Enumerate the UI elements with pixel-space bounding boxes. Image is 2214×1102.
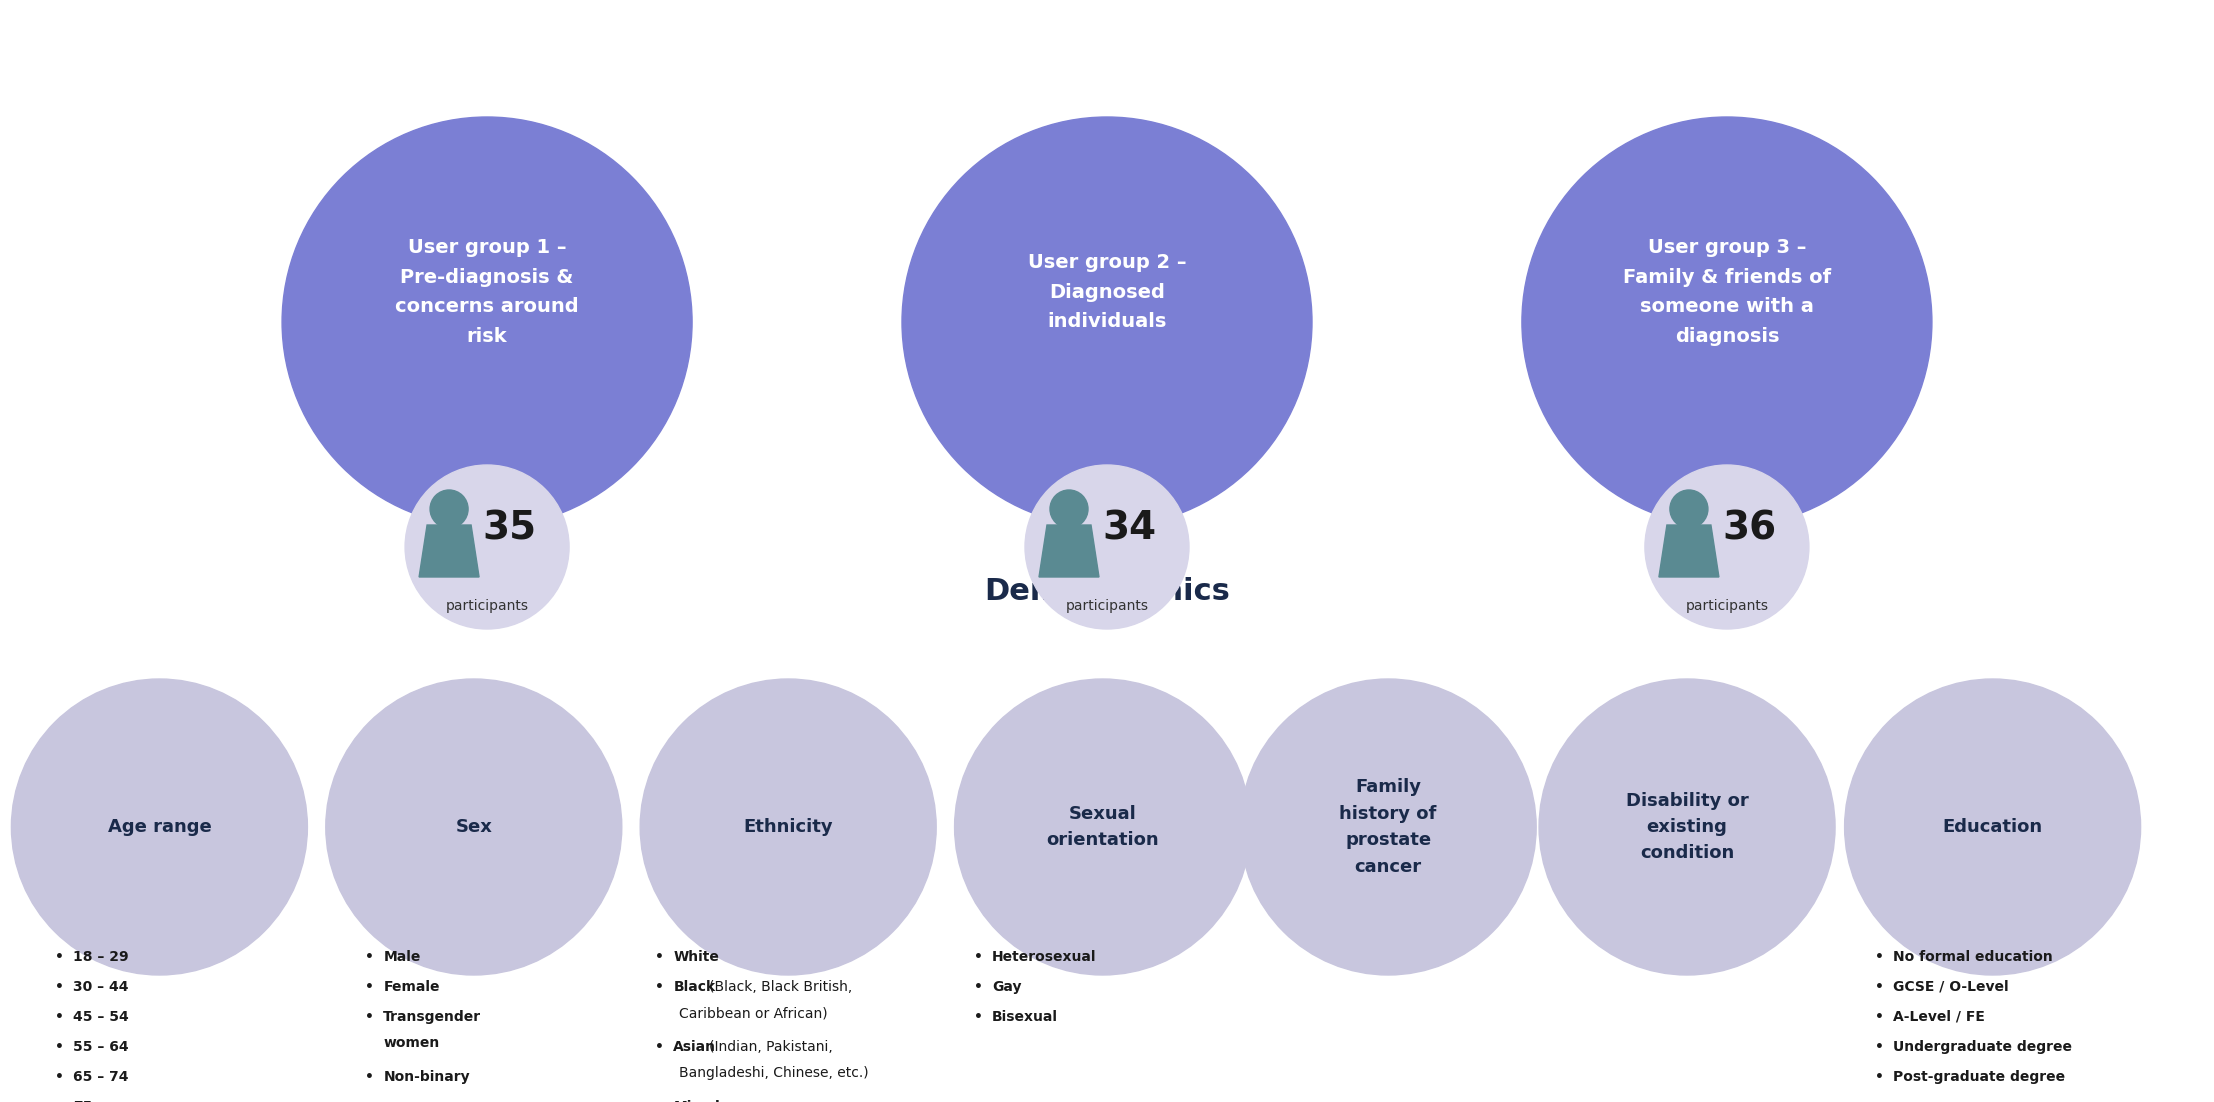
Text: •: •	[1875, 1070, 1884, 1084]
Text: •: •	[365, 950, 374, 964]
Text: •: •	[365, 980, 374, 994]
Ellipse shape	[430, 490, 467, 528]
Text: •: •	[55, 980, 64, 994]
Ellipse shape	[1539, 679, 1835, 975]
Text: •: •	[55, 1011, 64, 1024]
Text: Age range: Age range	[108, 818, 210, 836]
Text: •: •	[974, 1011, 983, 1024]
Text: Heterosexual: Heterosexual	[992, 950, 1096, 964]
Text: •: •	[365, 1070, 374, 1084]
Text: GCSE / O-Level: GCSE / O-Level	[1893, 980, 2008, 994]
Text: Post-graduate degree: Post-graduate degree	[1893, 1070, 2066, 1084]
Ellipse shape	[640, 679, 937, 975]
Text: Non-binary: Non-binary	[383, 1070, 469, 1084]
Text: 55 – 64: 55 – 64	[73, 1040, 128, 1054]
Ellipse shape	[901, 117, 1313, 527]
Ellipse shape	[1049, 490, 1087, 528]
Text: User group 1 –
Pre-diagnosis &
concerns around
risk: User group 1 – Pre-diagnosis & concerns …	[396, 238, 578, 346]
Text: •: •	[655, 1100, 664, 1102]
Text: Sexual
orientation: Sexual orientation	[1047, 804, 1158, 850]
Text: •: •	[55, 1100, 64, 1102]
Text: 36: 36	[1722, 510, 1776, 548]
Text: Mixed: Mixed	[673, 1100, 720, 1102]
Text: participants: participants	[445, 599, 529, 613]
Text: •: •	[974, 980, 983, 994]
Text: Black: Black	[673, 980, 715, 994]
Text: A-Level / FE: A-Level / FE	[1893, 1011, 1986, 1024]
Ellipse shape	[954, 679, 1251, 975]
Text: (Indian, Pakistani,: (Indian, Pakistani,	[708, 1040, 832, 1054]
Text: 18 – 29: 18 – 29	[73, 950, 128, 964]
Text: Transgender: Transgender	[383, 1011, 480, 1024]
Text: Gay: Gay	[992, 980, 1021, 994]
Text: No formal education: No formal education	[1893, 950, 2052, 964]
Text: 75+: 75+	[73, 1100, 104, 1102]
Text: •: •	[55, 1070, 64, 1084]
Ellipse shape	[1844, 679, 2141, 975]
Text: •: •	[365, 1011, 374, 1024]
Polygon shape	[418, 525, 478, 577]
Text: •: •	[1875, 950, 1884, 964]
Text: Female: Female	[383, 980, 441, 994]
Text: •: •	[1875, 1040, 1884, 1054]
Text: participants: participants	[1065, 599, 1149, 613]
Polygon shape	[1038, 525, 1098, 577]
Text: •: •	[1875, 1011, 1884, 1024]
Text: women: women	[383, 1036, 441, 1050]
Ellipse shape	[1645, 465, 1809, 629]
Text: Bangladeshi, Chinese, etc.): Bangladeshi, Chinese, etc.)	[680, 1067, 868, 1080]
Text: participants: participants	[1685, 599, 1769, 613]
Text: Male: Male	[383, 950, 421, 964]
Text: Ethnicity: Ethnicity	[744, 818, 832, 836]
Text: 45 – 54: 45 – 54	[73, 1011, 128, 1024]
Text: •: •	[1875, 980, 1884, 994]
Text: •: •	[974, 950, 983, 964]
Text: Demographics: Demographics	[983, 577, 1231, 606]
Text: User group 2 –
Diagnosed
individuals: User group 2 – Diagnosed individuals	[1027, 253, 1187, 331]
Text: 65 – 74: 65 – 74	[73, 1070, 128, 1084]
Text: 34: 34	[1103, 510, 1156, 548]
Text: Undergraduate degree: Undergraduate degree	[1893, 1040, 2072, 1054]
Text: •: •	[655, 1040, 664, 1054]
Text: •: •	[55, 1040, 64, 1054]
Text: 30 – 44: 30 – 44	[73, 980, 128, 994]
Polygon shape	[1658, 525, 1718, 577]
Text: Caribbean or African): Caribbean or African)	[680, 1006, 828, 1020]
Text: Family
history of
prostate
cancer: Family history of prostate cancer	[1339, 778, 1437, 876]
Text: White: White	[673, 950, 720, 964]
Text: •: •	[55, 950, 64, 964]
Text: Sex: Sex	[456, 818, 492, 836]
Ellipse shape	[281, 117, 693, 527]
Text: Asian: Asian	[673, 1040, 717, 1054]
Text: •: •	[655, 980, 664, 994]
Ellipse shape	[325, 679, 622, 975]
Text: •: •	[655, 950, 664, 964]
Text: User group 3 –
Family & friends of
someone with a
diagnosis: User group 3 – Family & friends of someo…	[1623, 238, 1831, 346]
Ellipse shape	[1240, 679, 1537, 975]
Ellipse shape	[1521, 117, 1933, 527]
Text: Bisexual: Bisexual	[992, 1011, 1058, 1024]
Ellipse shape	[1669, 490, 1707, 528]
Ellipse shape	[405, 465, 569, 629]
Text: Disability or
existing
condition: Disability or existing condition	[1625, 791, 1749, 863]
Ellipse shape	[1025, 465, 1189, 629]
Text: (Black, Black British,: (Black, Black British,	[708, 980, 852, 994]
Text: Education: Education	[1942, 818, 2044, 836]
Text: 35: 35	[483, 510, 536, 548]
Ellipse shape	[11, 679, 308, 975]
